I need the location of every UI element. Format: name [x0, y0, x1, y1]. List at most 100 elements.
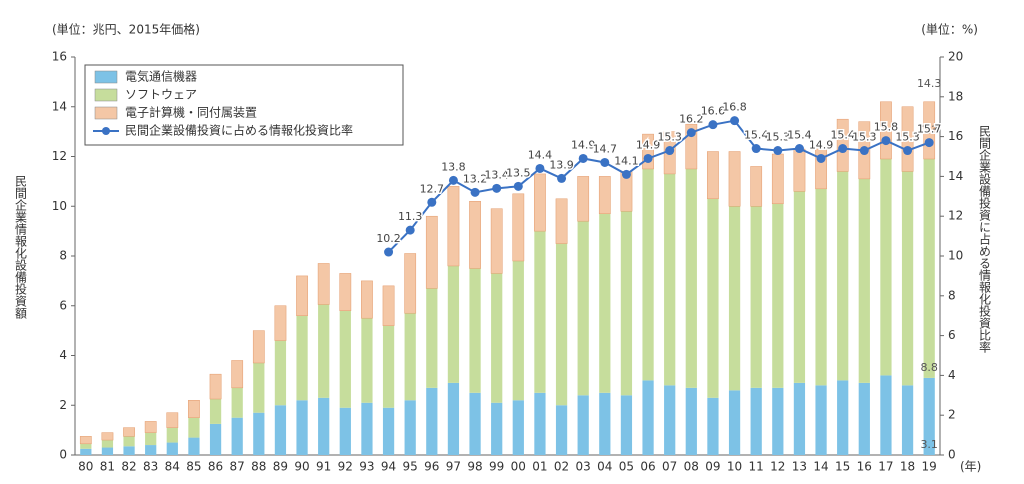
y2-tick-label: 10	[948, 249, 963, 263]
y-tick-label: 4	[59, 348, 67, 362]
bar-segment	[750, 166, 763, 207]
y2-tick-label: 8	[948, 288, 956, 302]
ratio-marker	[535, 163, 545, 173]
bar-segment	[728, 390, 741, 455]
bar-segment	[685, 123, 698, 170]
x-unit-label: (年)	[960, 460, 981, 474]
bar-segment	[642, 380, 654, 455]
ratio-marker	[578, 153, 588, 163]
ratio-marker	[838, 144, 848, 154]
bar-segment	[772, 387, 784, 455]
bar-segment	[707, 151, 719, 200]
bar-segment	[426, 387, 438, 455]
bar-segment	[923, 377, 935, 455]
bar-segment	[231, 417, 243, 455]
ratio-marker	[773, 146, 783, 156]
ratio-label: 14.9	[809, 138, 834, 151]
bar-segment	[664, 173, 676, 386]
bar-segment	[166, 427, 178, 443]
x-tick-label: 15	[835, 460, 850, 474]
bar-segment	[469, 268, 481, 393]
bar-segment	[491, 273, 503, 403]
legend-swatch	[94, 106, 118, 120]
x-tick-label: 87	[230, 460, 245, 474]
bar-segment	[361, 280, 373, 319]
ratio-marker	[384, 247, 394, 257]
legend-box	[84, 64, 404, 146]
bar-segment	[123, 436, 135, 447]
bar-segment	[642, 168, 654, 381]
bar-segment	[382, 325, 395, 408]
bar-segment	[880, 158, 892, 376]
bar-segment	[512, 193, 525, 262]
y2-unit-label: (単位：%)	[921, 22, 978, 37]
bar-segment	[318, 397, 330, 455]
bar-segment	[296, 315, 308, 401]
bar-segment	[512, 400, 524, 455]
ratio-marker	[903, 146, 913, 156]
bar-segment	[901, 385, 914, 455]
bar-segment	[620, 395, 633, 455]
bar-segment	[296, 275, 308, 316]
x-tick-label: 88	[251, 460, 266, 474]
ratio-label: 13.4	[484, 168, 509, 181]
bar-segment	[858, 178, 870, 383]
x-tick-label: 98	[467, 460, 482, 474]
y-unit-label: (単位：兆円、2015年価格)	[52, 22, 200, 37]
y2-tick-label: 0	[948, 448, 956, 462]
ratio-label: 13.8	[441, 160, 466, 173]
bar-segment	[642, 133, 654, 170]
bar-segment	[555, 198, 568, 244]
ratio-marker	[513, 181, 523, 191]
ratio-marker	[859, 146, 869, 156]
x-tick-label: 92	[338, 460, 353, 474]
bar-segment	[620, 211, 633, 396]
ratio-marker	[816, 153, 826, 163]
bar-segment	[555, 243, 568, 406]
bar-segment	[382, 285, 395, 326]
x-tick-label: 93	[359, 460, 374, 474]
bar-segment	[728, 206, 741, 391]
bar-segment	[901, 106, 914, 172]
y2-tick-label: 2	[948, 408, 956, 422]
bar-segment	[166, 442, 178, 455]
bar-segment	[815, 385, 827, 455]
x-tick-label: 07	[662, 460, 677, 474]
bar-segment	[685, 387, 697, 455]
x-tick-label: 90	[294, 460, 309, 474]
bar-segment	[209, 399, 222, 424]
bar-segment	[837, 380, 849, 455]
ratio-label: 14.4	[528, 148, 553, 161]
x-tick-label: 82	[121, 460, 136, 474]
bar-segment	[447, 265, 460, 383]
bar-segment	[772, 203, 784, 388]
ratio-marker	[405, 225, 415, 235]
bar-segment	[447, 382, 460, 455]
x-tick-label: 00	[511, 460, 526, 474]
y2-tick-label: 4	[948, 368, 956, 382]
ratio-label: 16.2	[679, 113, 704, 126]
bar-segment	[858, 382, 870, 455]
ratio-marker	[557, 173, 567, 183]
y-tick-label: 12	[52, 149, 67, 163]
ratio-marker	[643, 153, 653, 163]
x-tick-label: 17	[878, 460, 893, 474]
x-tick-label: 19	[922, 460, 937, 474]
y2-tick-label: 16	[948, 129, 963, 143]
bar-segment	[880, 375, 892, 455]
x-tick-label: 12	[770, 460, 785, 474]
x-tick-label: 14	[813, 460, 828, 474]
ratio-label: 13.2	[463, 172, 488, 185]
bar-segment	[599, 213, 611, 393]
bar-segment	[209, 373, 222, 400]
x-tick-label: 06	[640, 460, 655, 474]
ratio-label: 13.5	[506, 166, 531, 179]
y2-tick-label: 14	[948, 169, 963, 183]
x-tick-label: 89	[273, 460, 288, 474]
ratio-label: 14.1	[614, 154, 639, 167]
ratio-marker	[794, 144, 804, 154]
bar-segment	[880, 101, 892, 160]
legend-label: ソフトウェア	[125, 88, 197, 102]
bar-segment	[750, 387, 762, 455]
